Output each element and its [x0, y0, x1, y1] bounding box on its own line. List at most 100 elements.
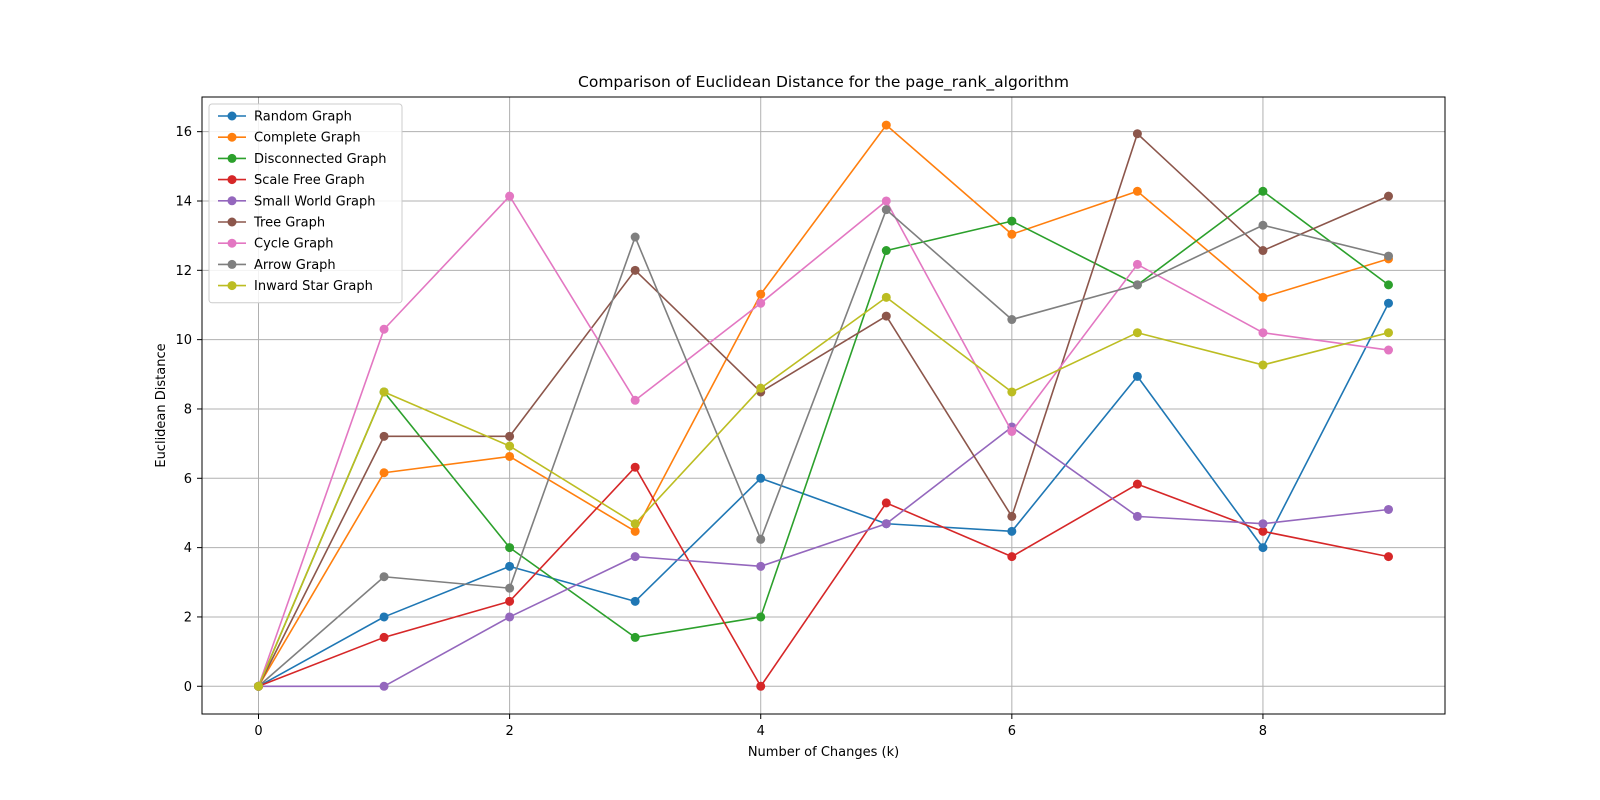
data-point: [1007, 216, 1017, 226]
legend-label: Random Graph: [254, 110, 352, 125]
series-inward-star-graph: [254, 292, 1393, 691]
data-point: [1132, 511, 1142, 521]
data-point: [1007, 229, 1017, 239]
data-point: [881, 205, 891, 215]
data-point: [1258, 246, 1268, 256]
series-cycle-graph: [254, 191, 1393, 691]
data-point: [505, 441, 515, 451]
data-point: [1384, 328, 1393, 338]
data-point: [756, 289, 766, 299]
data-point: [1007, 387, 1017, 397]
y-tick-label: 2: [184, 610, 192, 625]
data-point: [1384, 191, 1393, 201]
legend-marker: [227, 175, 237, 185]
plot-frame: [201, 96, 1446, 715]
x-tick-label: 2: [505, 724, 513, 739]
data-point: [881, 120, 891, 130]
data-point: [881, 498, 891, 508]
data-point: [881, 292, 891, 302]
series-line: [257, 132, 1389, 687]
legend-label: Disconnected Graph: [254, 152, 386, 167]
data-point: [756, 473, 766, 483]
data-point: [379, 324, 389, 334]
legend-item: Random Graph: [218, 110, 352, 125]
x-axis-ticks: 0 2 4 6 8: [254, 714, 1267, 739]
data-point: [1258, 328, 1268, 338]
data-point: [379, 431, 389, 441]
data-point: [1132, 328, 1142, 338]
data-point: [630, 552, 640, 562]
legend-item: Disconnected Graph: [218, 152, 386, 167]
data-point: [1384, 345, 1393, 355]
data-point: [1258, 526, 1268, 536]
data-point: [505, 561, 515, 571]
data-point: [630, 519, 640, 529]
data-point: [505, 596, 515, 606]
data-point: [1258, 220, 1268, 230]
data-point: [1258, 519, 1268, 529]
data-point: [1384, 280, 1393, 290]
x-tick-label: 6: [1008, 724, 1016, 739]
legend-item: Arrow Graph: [218, 258, 336, 273]
data-point: [630, 232, 640, 242]
grid-lines: [202, 97, 1445, 714]
legend-marker: [227, 132, 237, 142]
data-point: [505, 451, 515, 461]
data-point: [756, 298, 766, 308]
data-point: [1007, 552, 1017, 562]
legend-label: Small World Graph: [254, 194, 376, 209]
data-point: [505, 612, 515, 622]
series-line: [257, 195, 1389, 687]
legend-label: Complete Graph: [254, 131, 361, 146]
series-line: [258, 302, 1390, 687]
legend-marker: [227, 238, 237, 248]
data-point: [505, 191, 515, 201]
legend: Random Graph Complete Graph Disconnected G…: [208, 103, 403, 304]
y-tick-label: 6: [184, 472, 192, 487]
data-point: [630, 526, 640, 536]
data-point: [756, 534, 766, 544]
data-point: [881, 311, 891, 321]
legend-marker: [227, 153, 237, 163]
series-line: [257, 208, 1389, 687]
data-point: [630, 462, 640, 472]
legend-item: Scale Free Graph: [218, 173, 365, 188]
data-point: [756, 383, 766, 393]
data-point: [1258, 360, 1268, 370]
data-point: [505, 431, 515, 441]
legend-label: Scale Free Graph: [254, 173, 365, 188]
chart-title: Comparison of Euclidean Distance for the…: [578, 73, 1069, 92]
legend-box: [208, 103, 403, 304]
data-point: [756, 561, 766, 571]
y-axis-ticks: 0 2 4 6 8 10 12 14 16: [175, 125, 202, 695]
x-tick-label: 0: [254, 724, 262, 739]
data-point: [1132, 259, 1142, 269]
series-small-world-graph: [254, 422, 1393, 691]
data-point: [1132, 280, 1142, 290]
data-point: [505, 583, 515, 593]
legend-item: Complete Graph: [218, 131, 361, 146]
y-axis-label: Euclidean Distance: [154, 343, 169, 467]
data-point: [379, 632, 389, 642]
data-point: [379, 468, 389, 478]
data-point: [379, 681, 389, 691]
series-line: [257, 124, 1389, 687]
data-point: [630, 395, 640, 405]
data-point: [1384, 298, 1393, 308]
data-point: [1384, 251, 1393, 261]
legend-label: Inward Star Graph: [254, 279, 373, 294]
legend-marker: [227, 281, 237, 291]
data-point: [1258, 543, 1268, 553]
y-tick-label: 12: [175, 264, 192, 279]
series-line: [257, 296, 1389, 687]
data-point: [1132, 129, 1142, 139]
legend-marker: [227, 196, 237, 206]
legend-item: Tree Graph: [218, 216, 325, 231]
data-point: [756, 681, 766, 691]
data-point: [505, 543, 515, 553]
y-tick-label: 0: [184, 680, 192, 695]
legend-label: Cycle Graph: [254, 237, 334, 252]
x-tick-label: 8: [1259, 724, 1267, 739]
data-point: [379, 572, 389, 582]
